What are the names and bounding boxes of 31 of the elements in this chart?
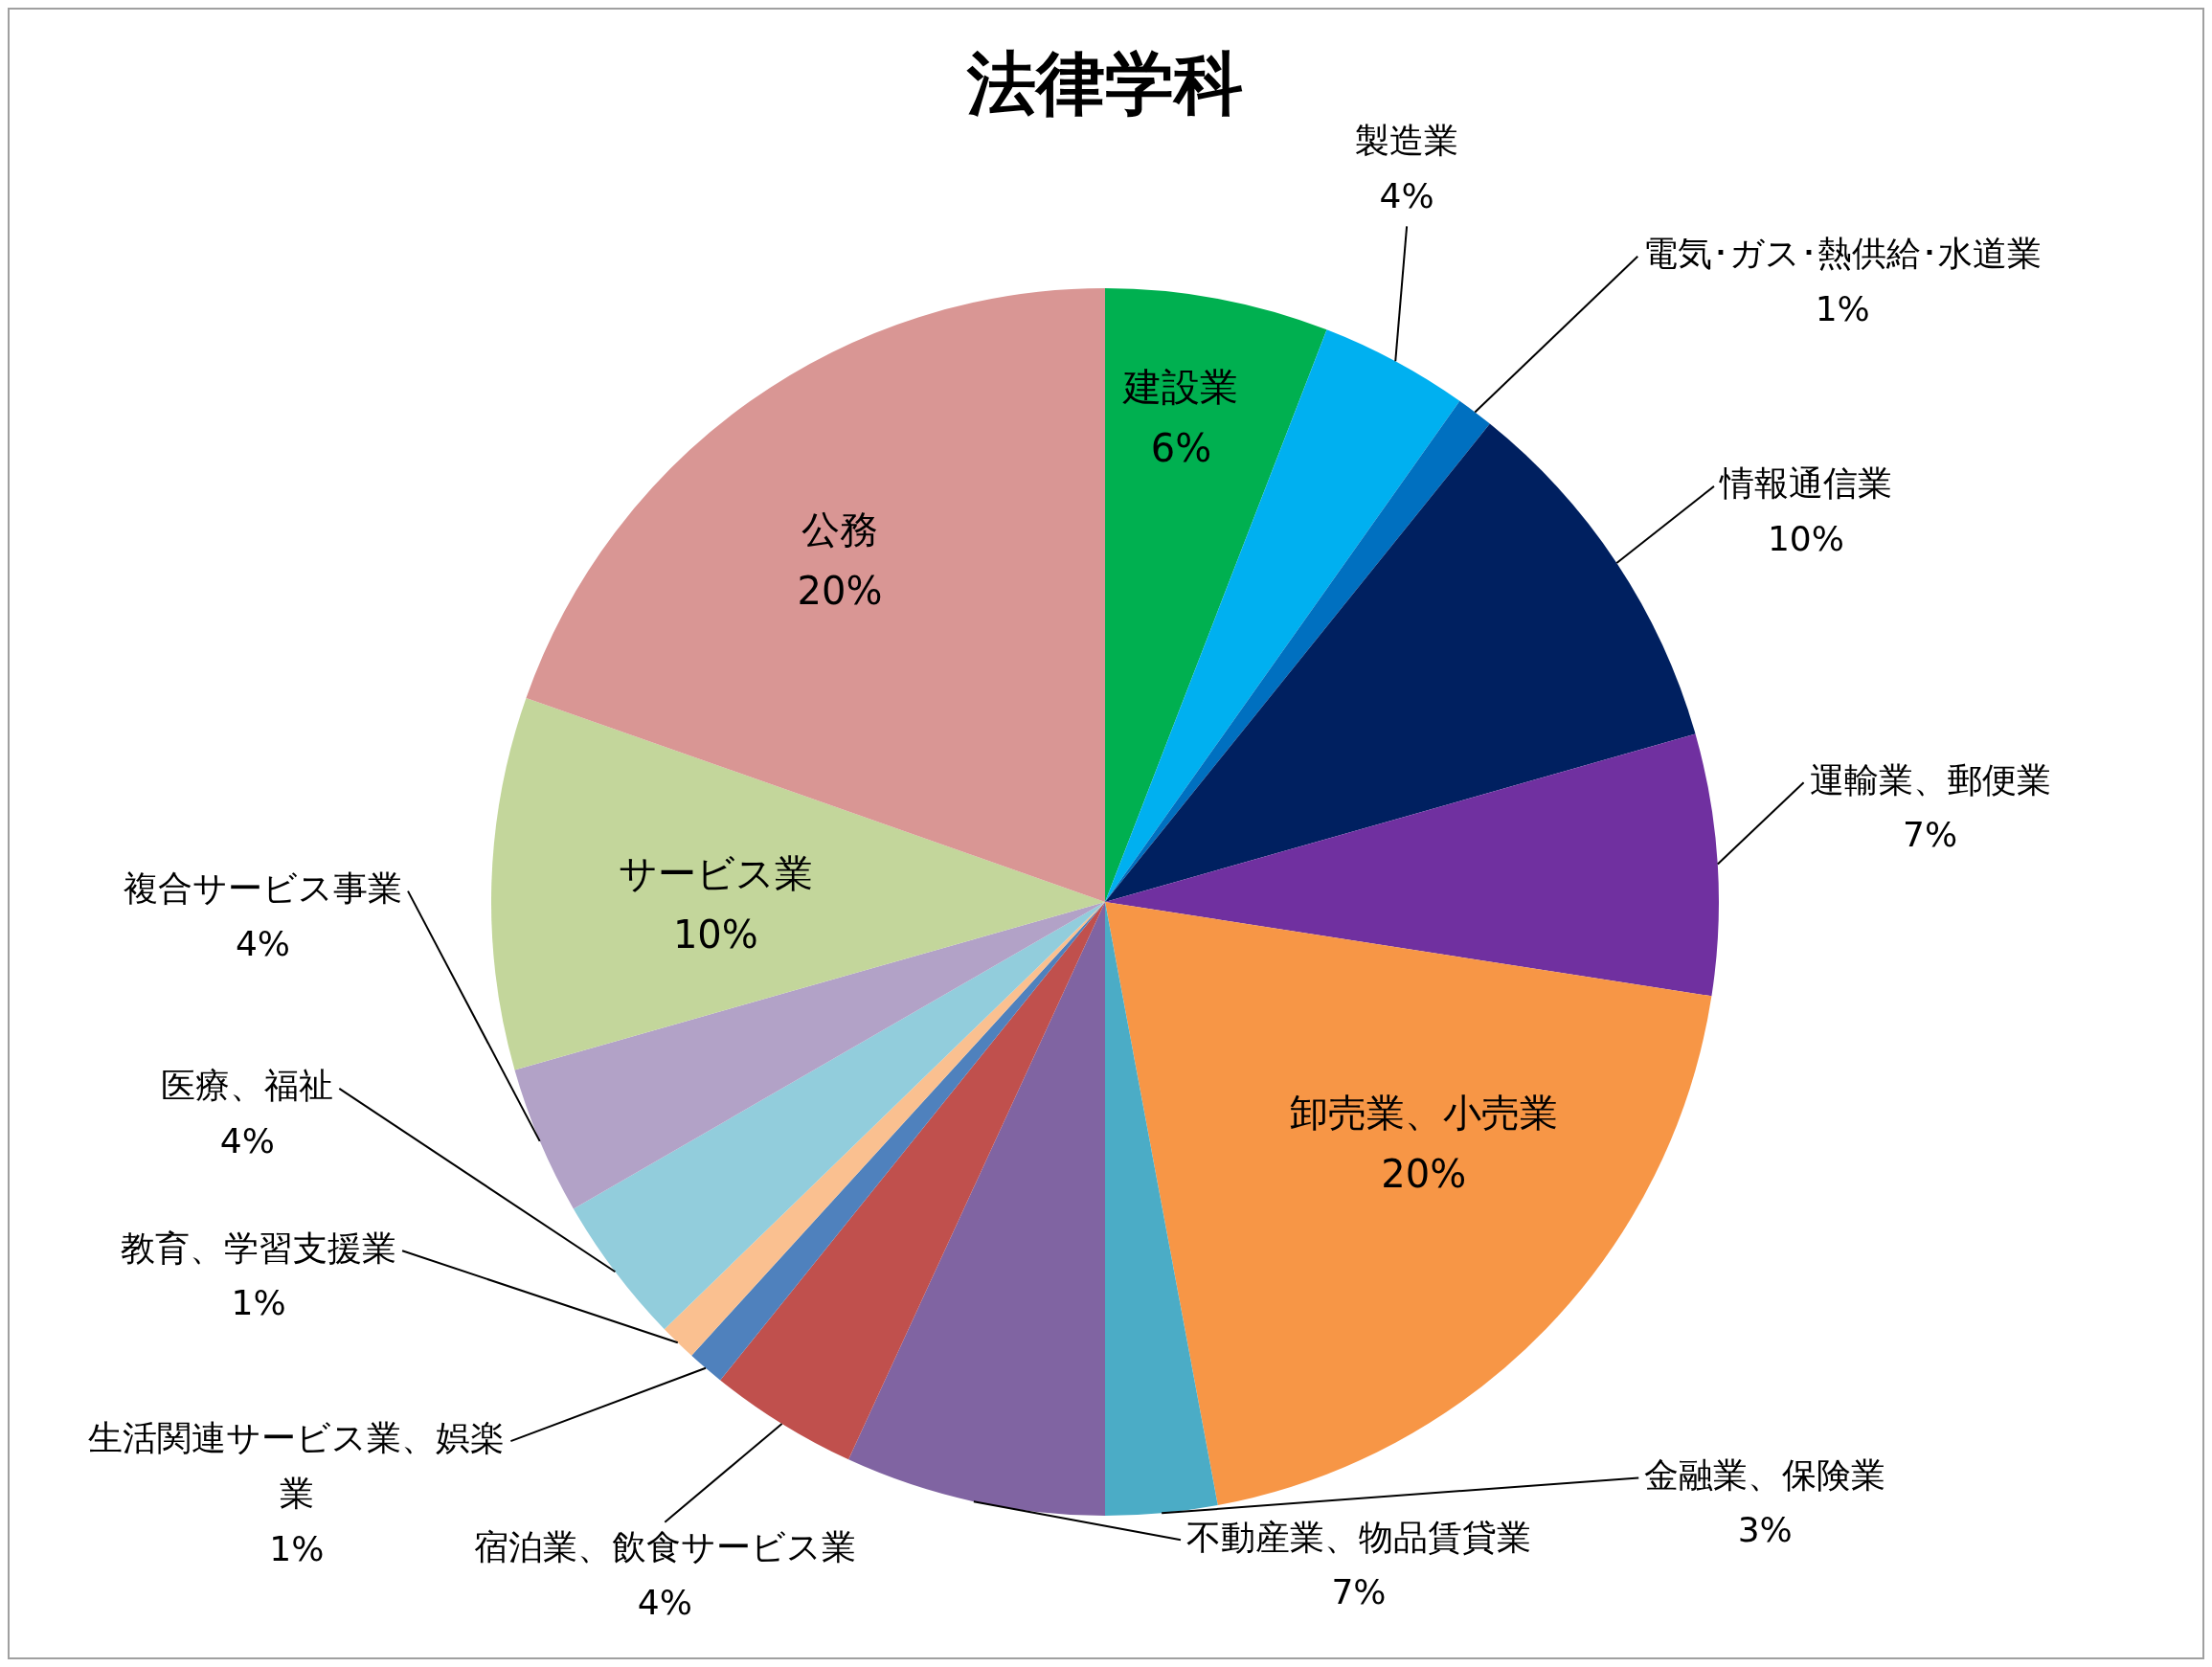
slice-label: 公務 <box>801 507 878 552</box>
data-label: 3% <box>1737 1510 1793 1550</box>
slice-label: 生活関連サービス業、娯楽業 <box>88 1418 506 1514</box>
slice-label: 医療、福祉 <box>161 1066 334 1106</box>
data-label: 4% <box>235 923 291 963</box>
slice-label: 宿泊業、飲食サービス業 <box>473 1526 856 1566</box>
data-label: 7% <box>1903 815 1958 855</box>
data-label: 10% <box>672 912 758 957</box>
slice-label: 建設業 <box>1122 364 1239 409</box>
data-label: 1% <box>1815 288 1870 328</box>
data-label: 4% <box>1379 175 1434 215</box>
slice-label: 情報通信業 <box>1718 463 1892 504</box>
slice-label: 電気･ガス･熱供給･水道業 <box>1643 234 2043 274</box>
slice-label: サービス業 <box>618 851 813 896</box>
data-label: 4% <box>219 1120 275 1160</box>
data-label: 20% <box>797 568 883 613</box>
slice-label: 運輸業、郵便業 <box>1809 759 2051 800</box>
data-label: 7% <box>1331 1572 1387 1612</box>
slice-label: 複合サービス事業 <box>124 868 403 909</box>
data-label: 20% <box>1381 1152 1467 1197</box>
chart-title: 法律学科 <box>965 43 1243 124</box>
slice-label: 不動産業、物品賃貸業 <box>1186 1517 1532 1557</box>
data-label: 1% <box>231 1283 286 1323</box>
data-label: 10% <box>1767 518 1844 558</box>
slice-label: 教育、学習支援業 <box>121 1228 397 1268</box>
data-label: 4% <box>637 1582 692 1622</box>
slice-label: 金融業、保険業 <box>1644 1454 1886 1495</box>
data-label: 6% <box>1150 425 1212 470</box>
slice-label: 卸売業、小売業 <box>1289 1091 1558 1136</box>
slice-label: 製造業 <box>1355 121 1459 161</box>
data-label: 1% <box>269 1528 325 1568</box>
